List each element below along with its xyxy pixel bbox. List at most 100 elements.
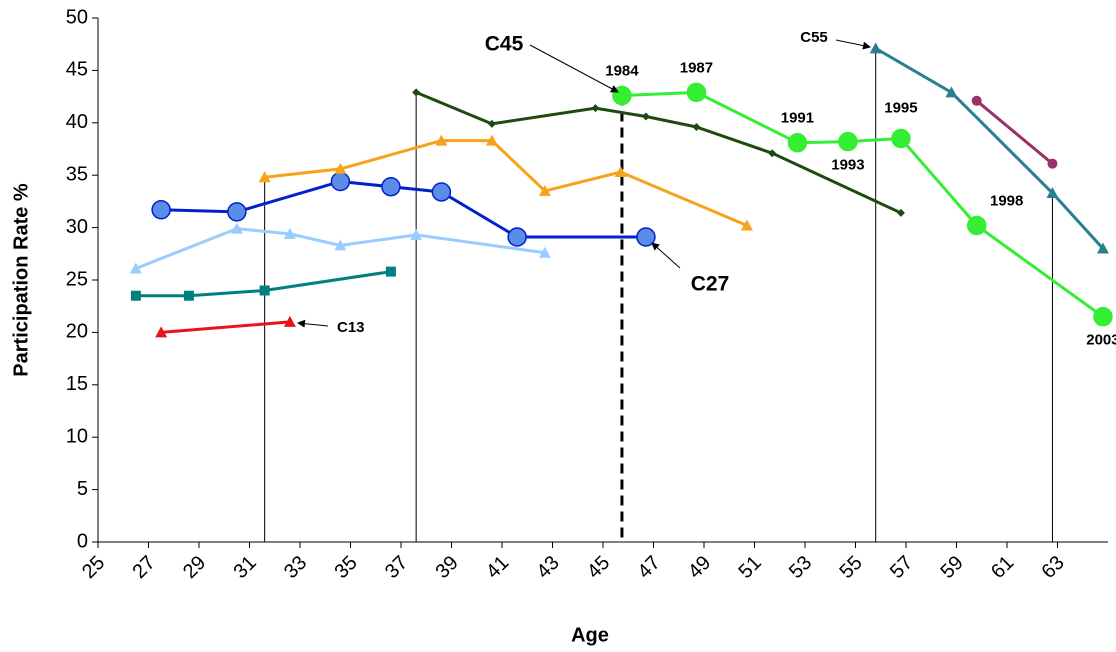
x-tick-label: 29	[179, 552, 210, 583]
point	[507, 227, 527, 247]
y-tick-label: 50	[66, 6, 88, 28]
point	[485, 134, 498, 146]
point	[183, 290, 194, 301]
x-tick-label: 31	[229, 552, 260, 583]
point	[591, 104, 600, 113]
x-tick-label: 57	[886, 552, 917, 583]
point	[151, 200, 171, 220]
x-tick-label: 53	[785, 552, 816, 583]
point	[1096, 242, 1109, 254]
point	[538, 184, 551, 196]
x-tick-label: 51	[734, 552, 765, 583]
point	[692, 122, 701, 131]
point	[129, 262, 142, 274]
y-tick-label: 40	[66, 111, 88, 133]
point	[431, 182, 452, 202]
y-tick-label: 35	[66, 163, 88, 185]
point-label: 1987	[680, 59, 713, 76]
x-tick-label: 37	[381, 552, 412, 583]
point	[130, 290, 141, 301]
y-axis-title: Participation Rate %	[10, 183, 32, 377]
point-label: 2003	[1086, 332, 1116, 349]
x-tick-label: 63	[1037, 552, 1068, 583]
y-tick-label: 0	[77, 530, 88, 552]
y-tick-label: 5	[77, 478, 88, 500]
y-tick-label: 20	[66, 321, 88, 343]
point-label: 1998	[990, 192, 1023, 209]
series-line	[415, 91, 902, 215]
x-tick-label: 39	[431, 552, 462, 583]
series-line	[975, 99, 1054, 165]
x-tick-label: 59	[936, 552, 967, 583]
point	[740, 219, 753, 231]
series-line	[135, 270, 392, 298]
x-tick-label: 33	[280, 552, 311, 583]
point	[966, 215, 987, 236]
point	[838, 131, 858, 152]
x-tick-label: 43	[532, 552, 563, 583]
point	[787, 132, 808, 153]
series-line	[874, 47, 1105, 250]
point	[283, 315, 296, 327]
point	[945, 86, 958, 98]
x-tick-label: 49	[684, 552, 715, 583]
point	[896, 208, 905, 217]
point-label: 1984	[605, 63, 639, 80]
annotation: C13	[337, 319, 365, 336]
annotation: C27	[691, 273, 730, 296]
point	[636, 227, 656, 247]
point	[686, 82, 707, 103]
point	[230, 222, 243, 234]
point	[869, 42, 882, 54]
point	[614, 166, 627, 178]
point	[1047, 158, 1058, 169]
series-line	[135, 227, 546, 270]
point	[330, 171, 351, 192]
point	[334, 239, 347, 251]
annotation: C45	[485, 33, 524, 56]
x-tick-label: 61	[987, 552, 1018, 583]
point-label: 1993	[831, 157, 864, 174]
point	[971, 95, 982, 106]
point	[612, 85, 632, 106]
annotation-arrow	[651, 242, 681, 269]
point	[381, 176, 401, 197]
point	[412, 88, 421, 97]
y-tick-label: 45	[66, 59, 88, 81]
point	[259, 285, 270, 296]
point	[641, 112, 650, 121]
point	[891, 128, 911, 149]
point	[155, 326, 168, 338]
x-tick-label: 47	[633, 552, 664, 583]
point	[283, 227, 296, 239]
y-tick-label: 15	[66, 373, 88, 395]
annotation-arrow	[529, 44, 619, 93]
annotation: C55	[800, 29, 828, 46]
point	[768, 149, 777, 158]
point	[1093, 306, 1113, 327]
point	[1046, 187, 1059, 199]
point	[538, 246, 551, 258]
x-axis-title: Age	[571, 624, 609, 646]
annotation-arrow	[297, 319, 329, 328]
point	[385, 266, 396, 277]
x-tick-label: 25	[78, 552, 109, 583]
x-tick-label: 45	[583, 552, 614, 583]
point	[487, 119, 496, 128]
series-line	[161, 320, 291, 334]
point	[258, 171, 271, 183]
point-label: 1991	[781, 110, 814, 127]
x-tick-label: 27	[128, 552, 159, 583]
point	[435, 134, 448, 146]
x-tick-label: 55	[835, 552, 866, 583]
annotation-arrow	[835, 39, 871, 50]
y-tick-label: 30	[66, 216, 88, 238]
y-tick-label: 25	[66, 268, 88, 290]
point	[334, 162, 347, 174]
point-label: 1995	[884, 99, 917, 116]
point	[227, 202, 247, 222]
y-tick-label: 10	[66, 425, 88, 447]
point	[410, 228, 423, 240]
x-tick-label: 35	[330, 552, 361, 583]
